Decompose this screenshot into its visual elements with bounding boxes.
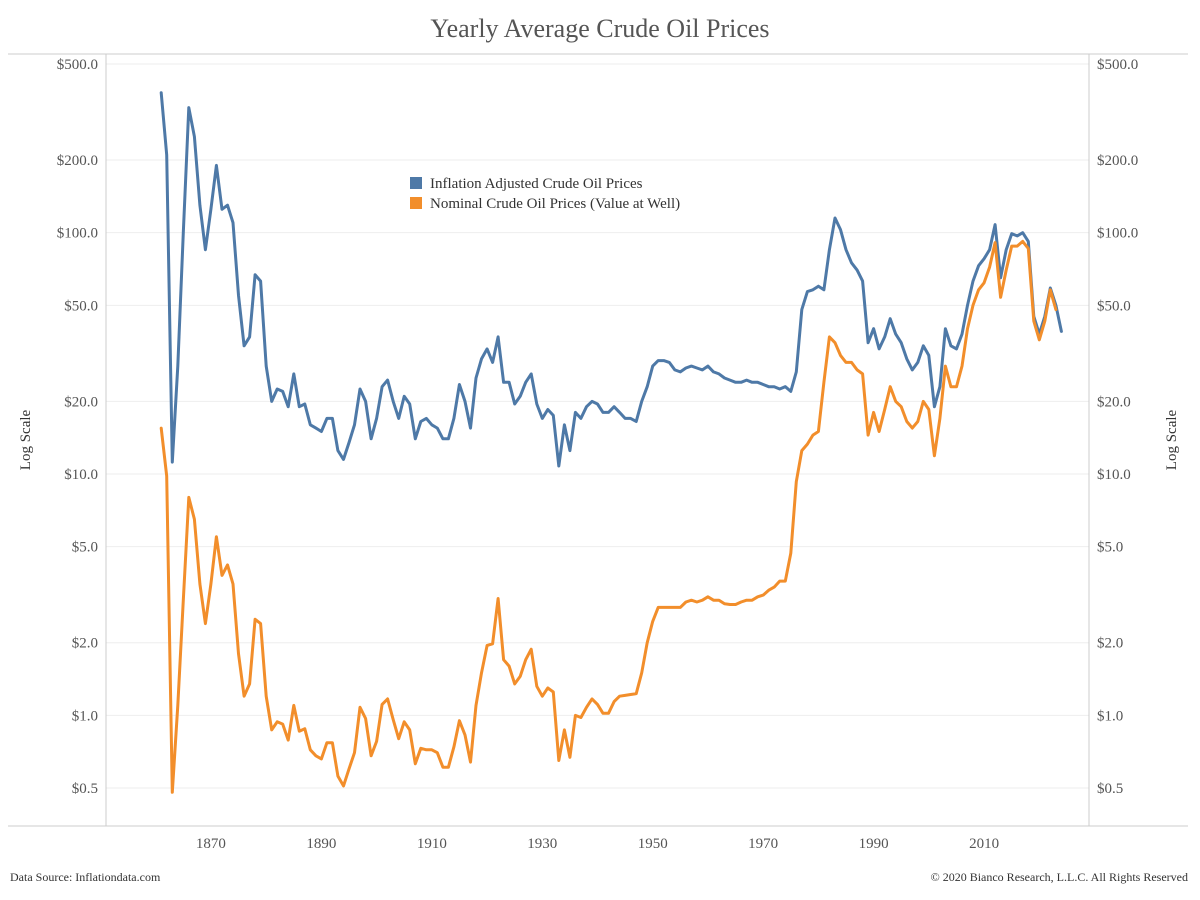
y-tick-label-right: $50.0 <box>1097 298 1131 314</box>
y-tick-label-right: $2.0 <box>1097 636 1123 652</box>
y-tick-label-left: $100.0 <box>57 226 98 242</box>
y-tick-label-left: $200.0 <box>57 153 98 169</box>
x-tick-label: 1990 <box>859 836 889 852</box>
legend: Inflation Adjusted Crude Oil Prices Nomi… <box>410 176 680 212</box>
right-y-tick-labels: $500.0 $200.0 $100.0 $50.0 $20.0 $10.0 $5.0 $2.… <box>1097 57 1138 797</box>
y-tick-label-left: $0.5 <box>72 781 98 797</box>
x-tick-label: 1890 <box>306 836 336 852</box>
y-tick-label-left: $50.0 <box>64 298 98 314</box>
y-tick-label-left: $10.0 <box>64 467 98 483</box>
legend-label-nominal: Nominal Crude Oil Prices (Value at Well) <box>430 196 680 212</box>
y-tick-label-right: $10.0 <box>1097 467 1131 483</box>
y-tick-label-left: $2.0 <box>72 636 98 652</box>
x-tick-label: 2010 <box>969 836 999 852</box>
y-tick-label-right: $500.0 <box>1097 57 1138 73</box>
y-tick-label-right: $0.5 <box>1097 781 1123 797</box>
x-tick-label: 1950 <box>638 836 668 852</box>
left-y-tick-labels: $500.0 $200.0 $100.0 $50.0 $20.0 $10.0 $5.0 $2.… <box>57 57 98 797</box>
y-axis-title-right: Log Scale <box>1164 409 1180 470</box>
y-tick-label-right: $1.0 <box>1097 708 1123 724</box>
series-lines <box>159 91 1063 794</box>
grid-lines <box>106 63 1089 789</box>
copyright-note: © 2020 Bianco Research, L.L.C. All Right… <box>930 870 1188 884</box>
data-source-note: Data Source: Inflationdata.com <box>10 870 161 884</box>
legend-swatch-nominal <box>410 197 422 209</box>
x-tick-label: 1910 <box>417 836 447 852</box>
y-tick-label-right: $20.0 <box>1097 394 1131 410</box>
legend-label-inflation: Inflation Adjusted Crude Oil Prices <box>430 176 643 192</box>
chart-title: Yearly Average Crude Oil Prices <box>430 14 770 43</box>
legend-swatch-inflation <box>410 177 422 189</box>
nominal-price-line <box>159 239 1058 794</box>
x-tick-label: 1870 <box>196 836 226 852</box>
y-tick-label-right: $5.0 <box>1097 540 1123 556</box>
y-tick-label-left: $5.0 <box>72 540 98 556</box>
y-tick-label-left: $20.0 <box>64 394 98 410</box>
axes <box>8 53 1188 827</box>
x-tick-label: 1930 <box>527 836 557 852</box>
x-tick-labels: 1870 1890 1910 1930 1950 1970 1990 2010 <box>196 836 999 852</box>
x-tick-label: 1970 <box>748 836 778 852</box>
y-tick-label-right: $100.0 <box>1097 226 1138 242</box>
y-tick-label-left: $1.0 <box>72 708 98 724</box>
y-axis-title-left: Log Scale <box>18 409 34 470</box>
y-tick-label-left: $500.0 <box>57 57 98 73</box>
inflation-adjusted-line <box>159 91 1063 468</box>
y-tick-label-right: $200.0 <box>1097 153 1138 169</box>
